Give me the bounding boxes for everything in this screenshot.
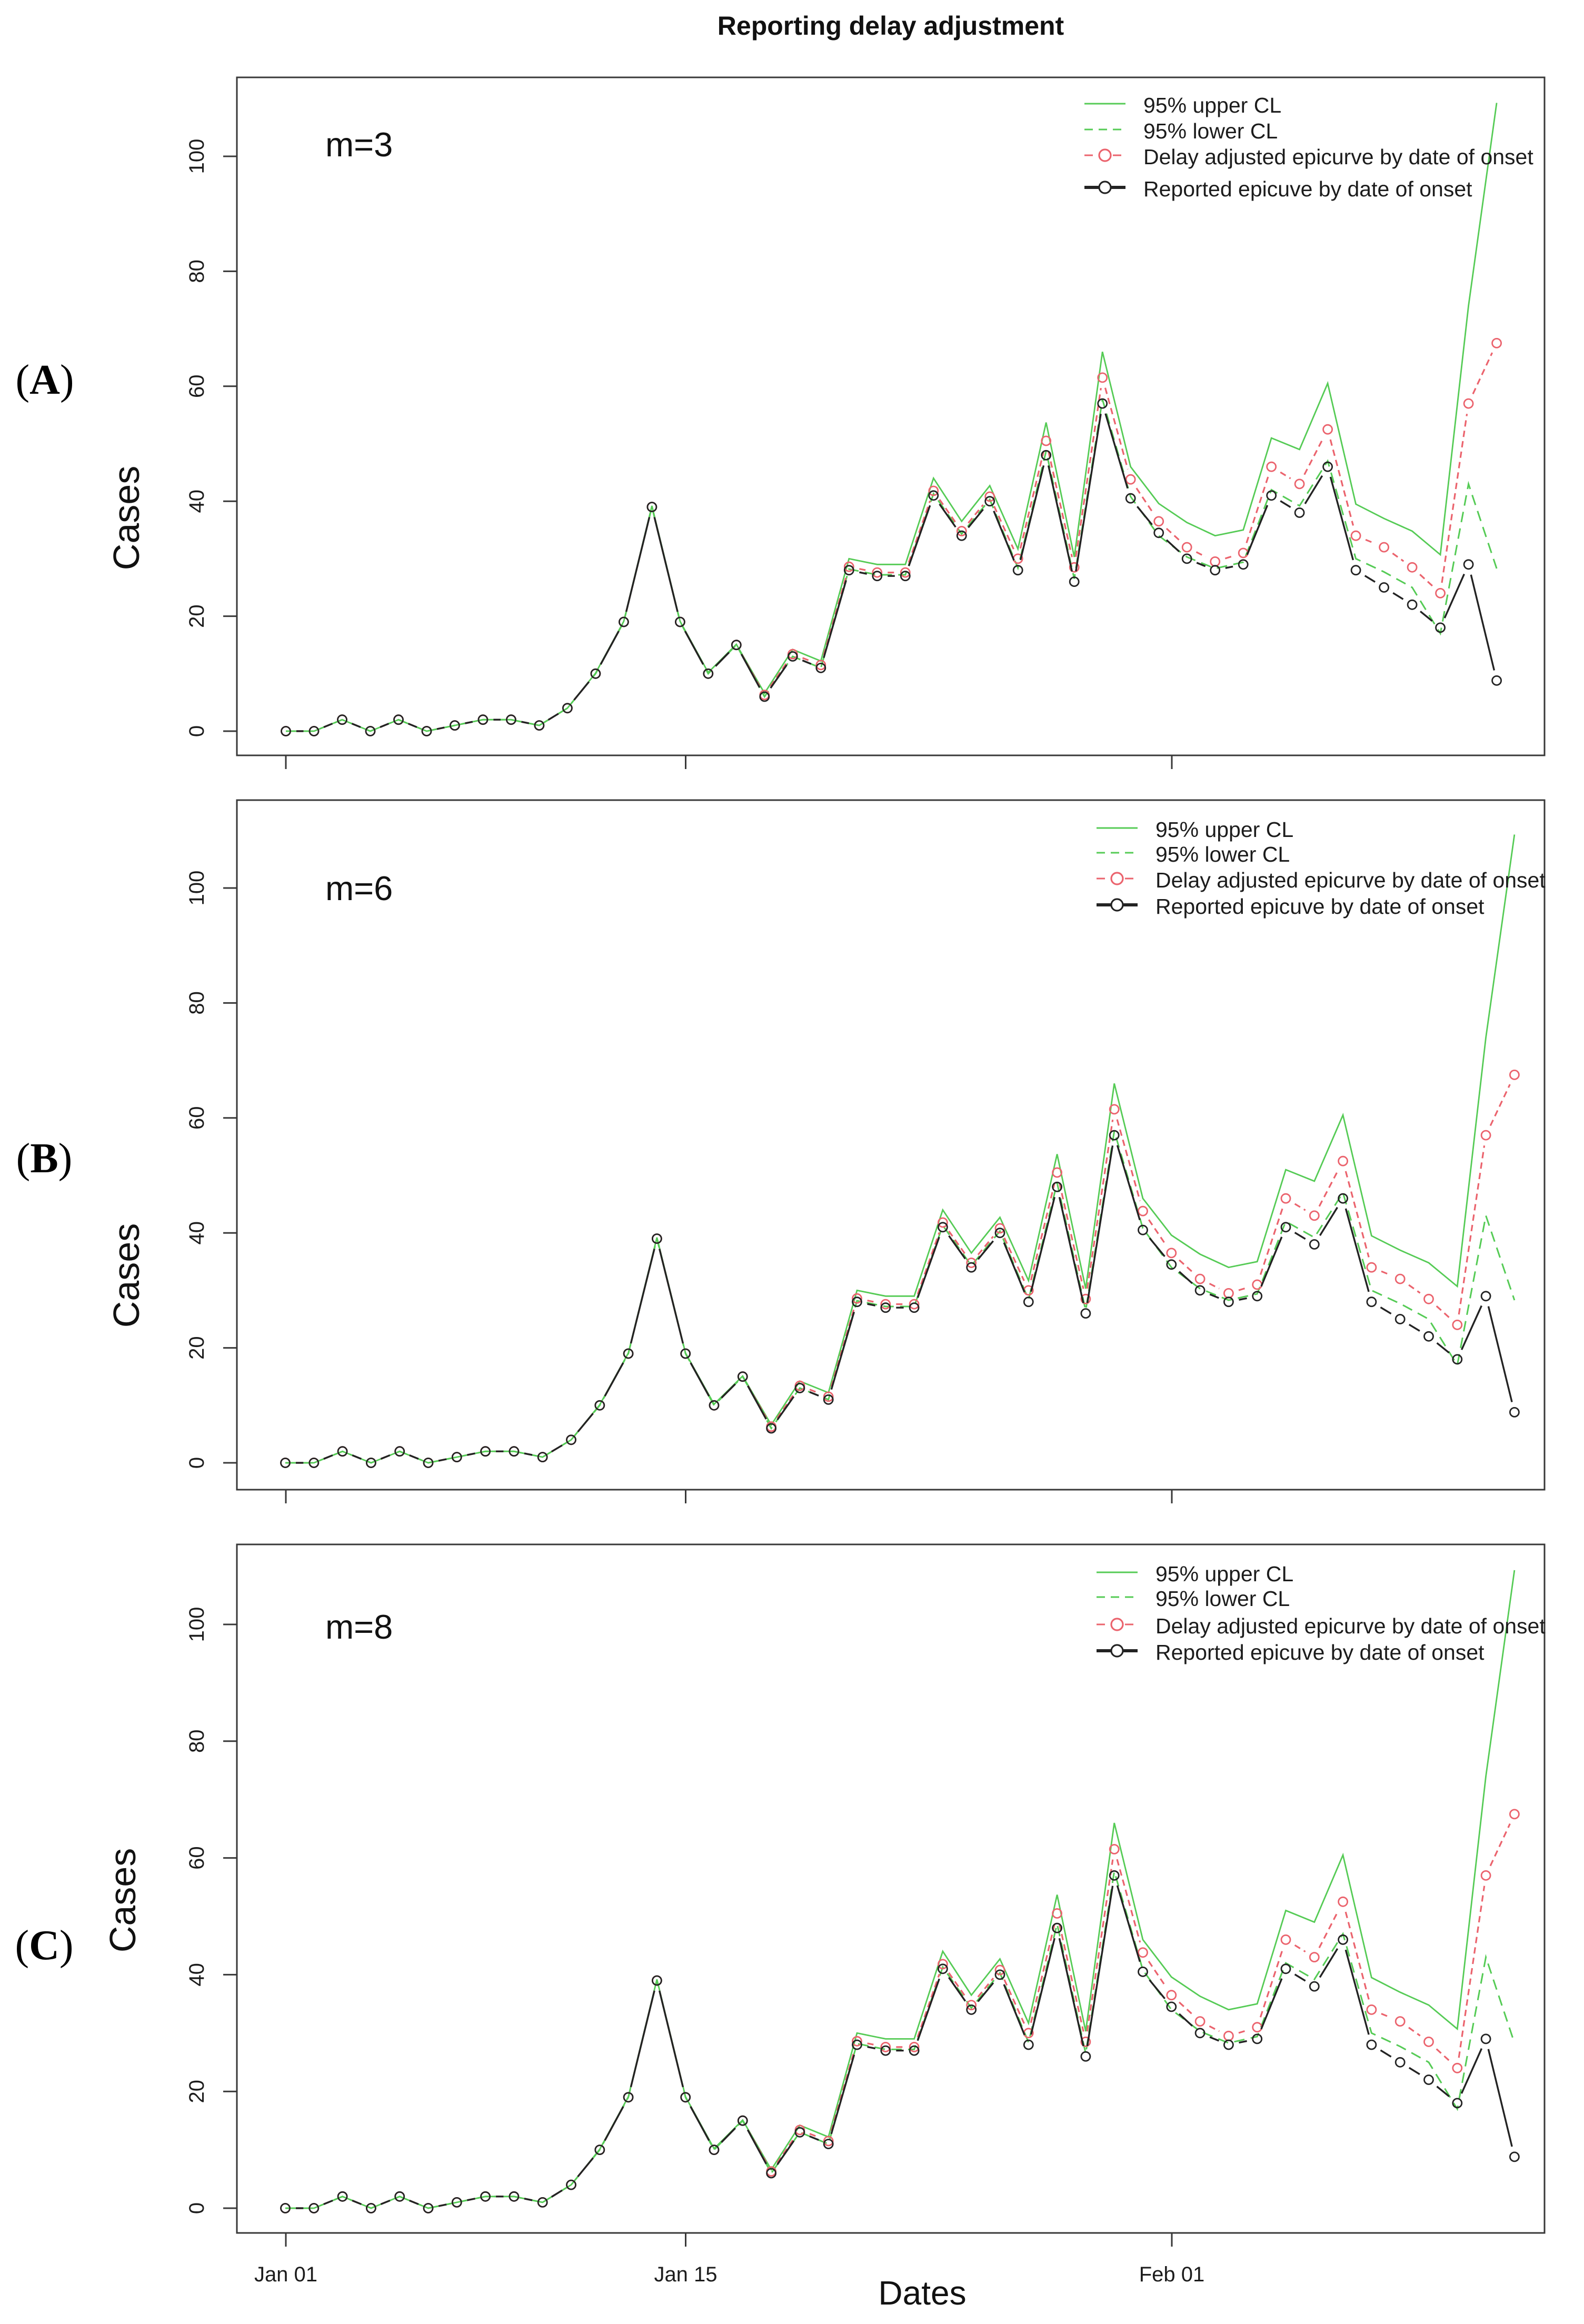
svg-text:Reporting delay adjustment: Reporting delay adjustment [718, 11, 1064, 41]
svg-text:Cases: Cases [102, 1848, 143, 1952]
svg-text:Delay adjusted epicurve by dat: Delay adjusted epicurve by date of onset [1155, 1614, 1546, 1638]
svg-text:80: 80 [185, 1730, 208, 1753]
svg-text:60: 60 [185, 1846, 208, 1870]
svg-text:(C): (C) [15, 1922, 73, 1969]
svg-text:60: 60 [185, 375, 208, 398]
svg-text:100: 100 [185, 871, 208, 906]
svg-text:Cases: Cases [106, 1223, 147, 1328]
svg-text:60: 60 [185, 1106, 208, 1130]
svg-text:80: 80 [185, 260, 208, 283]
svg-text:(A): (A) [15, 357, 74, 403]
svg-text:Delay adjusted epicurve by dat: Delay adjusted epicurve by date of onset [1155, 868, 1546, 892]
svg-text:95% upper CL: 95% upper CL [1155, 1562, 1293, 1586]
svg-text:m=6: m=6 [325, 869, 393, 907]
svg-text:95% lower CL: 95% lower CL [1155, 842, 1290, 866]
svg-text:95% upper CL: 95% upper CL [1155, 817, 1293, 842]
svg-text:40: 40 [185, 1221, 208, 1245]
svg-text:20: 20 [185, 604, 208, 628]
svg-text:20: 20 [185, 2080, 208, 2103]
svg-text:95% lower CL: 95% lower CL [1155, 1587, 1290, 1611]
svg-text:Reported epicuve by date of on: Reported epicuve by date of onset [1155, 1640, 1485, 1664]
svg-text:Reported epicuve by date of on: Reported epicuve by date of onset [1155, 894, 1485, 919]
svg-text:m=8: m=8 [325, 1608, 393, 1646]
svg-text:0: 0 [185, 1457, 208, 1469]
svg-text:40: 40 [185, 1963, 208, 1987]
svg-text:80: 80 [185, 991, 208, 1015]
svg-text:Dates: Dates [878, 2274, 966, 2312]
svg-text:Cases: Cases [106, 466, 147, 570]
svg-text:0: 0 [185, 2202, 208, 2214]
svg-text:Jan 01: Jan 01 [254, 2263, 317, 2286]
svg-text:Delay adjusted epicurve by dat: Delay adjusted epicurve by date of onset [1143, 145, 1533, 169]
svg-text:Feb 01: Feb 01 [1139, 2263, 1205, 2286]
svg-text:m=3: m=3 [325, 125, 393, 164]
svg-text:95% upper CL: 95% upper CL [1143, 93, 1281, 117]
svg-text:20: 20 [185, 1336, 208, 1360]
svg-text:40: 40 [185, 490, 208, 513]
svg-text:Reported epicuve by date of on: Reported epicuve by date of onset [1143, 177, 1472, 201]
svg-text:(B): (B) [16, 1135, 73, 1182]
svg-text:0: 0 [185, 725, 208, 737]
svg-text:100: 100 [185, 139, 208, 174]
svg-text:100: 100 [185, 1607, 208, 1642]
svg-text:Jan 15: Jan 15 [654, 2263, 717, 2286]
svg-text:95% lower CL: 95% lower CL [1143, 119, 1278, 143]
